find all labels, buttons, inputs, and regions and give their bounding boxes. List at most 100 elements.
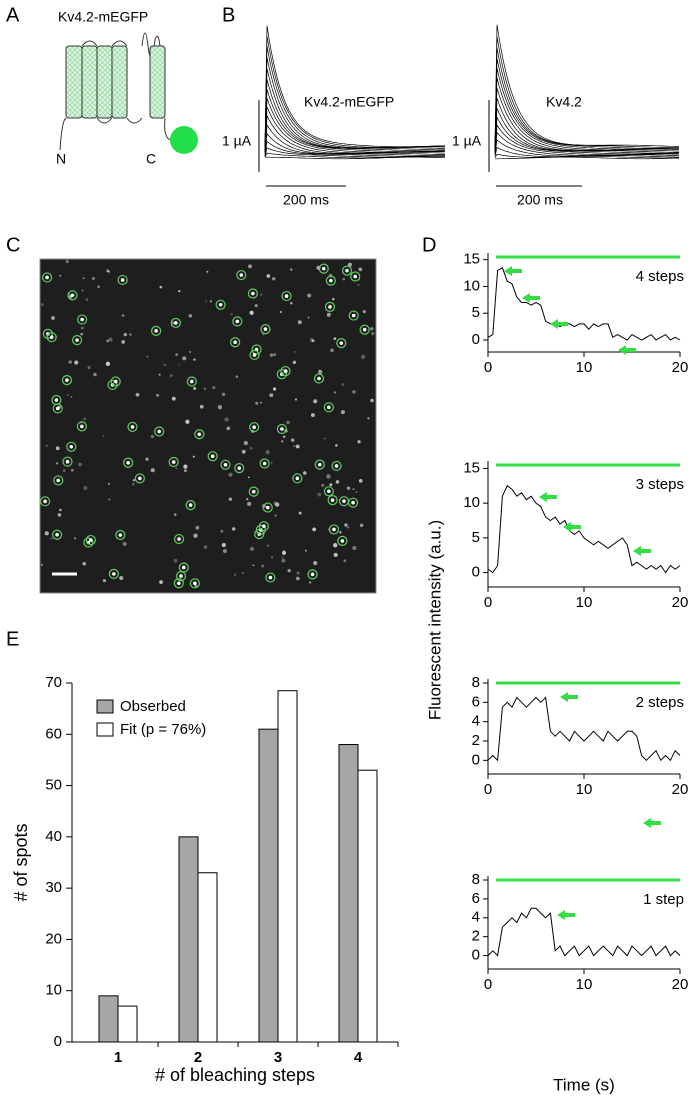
spot (327, 489, 331, 494)
spot-ring (173, 533, 185, 545)
y-tick-label: 20 (45, 930, 62, 947)
spot (65, 378, 69, 382)
speckle (249, 546, 255, 551)
speckle (163, 363, 167, 367)
x-tick-label: 20 (672, 781, 689, 798)
panel-label: B (222, 4, 235, 26)
current-trace (264, 25, 446, 148)
y-tick-label: 8 (472, 674, 480, 691)
speckle (228, 497, 233, 501)
speckle (83, 485, 88, 491)
speckle (41, 303, 44, 306)
speckle (248, 264, 252, 269)
y-tick-label: 0 (472, 947, 480, 964)
x-axis-label: Time (s) (553, 1075, 615, 1094)
spot (177, 537, 181, 541)
speckle (281, 556, 284, 559)
spot-ring (260, 324, 271, 335)
current-trace (264, 36, 445, 148)
speckle (367, 417, 370, 420)
bar (197, 872, 218, 1043)
speckle (80, 332, 83, 336)
spot-ring (325, 275, 336, 286)
current-trace (265, 156, 445, 160)
spot-ring (107, 379, 118, 391)
spot-ring (359, 324, 370, 335)
spot (193, 581, 197, 586)
spot (321, 266, 326, 271)
speckle (310, 413, 315, 418)
speckle (221, 542, 226, 548)
speckle (293, 445, 296, 447)
x-tick-label: 0 (484, 594, 492, 611)
y-tick-label: 0 (472, 564, 480, 581)
spot-ring (83, 537, 94, 548)
speckle (173, 558, 178, 563)
spot-ring (110, 376, 121, 387)
current-trace (264, 79, 446, 152)
speckle (70, 396, 73, 398)
speckle (80, 326, 84, 330)
spot (43, 499, 47, 504)
speckle (279, 311, 282, 313)
speckle (371, 331, 375, 336)
spot (223, 462, 228, 467)
y-tick-label: 30 (45, 879, 62, 896)
speckle (93, 372, 97, 377)
speckle (295, 444, 300, 449)
spot (75, 338, 79, 342)
y-tick-label: 50 (45, 777, 62, 794)
spot (310, 572, 315, 577)
current-trace (494, 24, 680, 147)
spot-ring (341, 265, 353, 276)
speckle (359, 523, 364, 528)
y-axis-label: Fluorescent intensity (a.u.) (425, 520, 444, 720)
spot-ring (292, 473, 303, 484)
legend-swatch (96, 722, 114, 737)
spot-ring (265, 572, 276, 583)
scale-label: 1 µA (452, 133, 482, 149)
speckle (249, 310, 254, 315)
speckle (243, 440, 248, 446)
y-tick-label: 10 (45, 982, 62, 999)
speckle (292, 360, 297, 365)
speckle (281, 440, 284, 443)
speckle (212, 386, 216, 390)
speckle (255, 401, 259, 405)
speckle (340, 410, 345, 415)
step-arrow (643, 818, 661, 828)
speckle (73, 537, 77, 540)
spot-ring (178, 562, 189, 573)
speckle (150, 468, 155, 473)
speckle (203, 387, 206, 390)
speckle (193, 533, 198, 538)
legend-label: Obserbed (120, 698, 186, 715)
y-tick-label: 60 (45, 725, 62, 742)
speckle (78, 462, 82, 467)
spot-ring (151, 325, 162, 336)
spot (263, 327, 268, 331)
x-tick-label: 3 (274, 1049, 282, 1066)
speckle (269, 393, 274, 398)
spot-ring (39, 496, 51, 507)
x-tick-label: 20 (672, 359, 689, 376)
speckle (224, 417, 229, 422)
step-arrow (539, 492, 557, 502)
speckle (230, 313, 233, 316)
spot-ring (323, 486, 334, 497)
speckle (87, 366, 91, 370)
speckle (321, 483, 325, 487)
spot (330, 498, 335, 502)
y-axis-label: # of spots (11, 823, 31, 901)
spot (351, 500, 355, 505)
y-tick-label: 0 (472, 331, 480, 348)
speckle (296, 576, 300, 581)
speckle (102, 434, 105, 437)
current-trace (494, 36, 679, 148)
panel-label: E (6, 628, 19, 650)
current-trace (494, 139, 680, 157)
spot-ring (276, 369, 287, 380)
speckle (85, 298, 89, 301)
spot-ring (185, 499, 196, 511)
